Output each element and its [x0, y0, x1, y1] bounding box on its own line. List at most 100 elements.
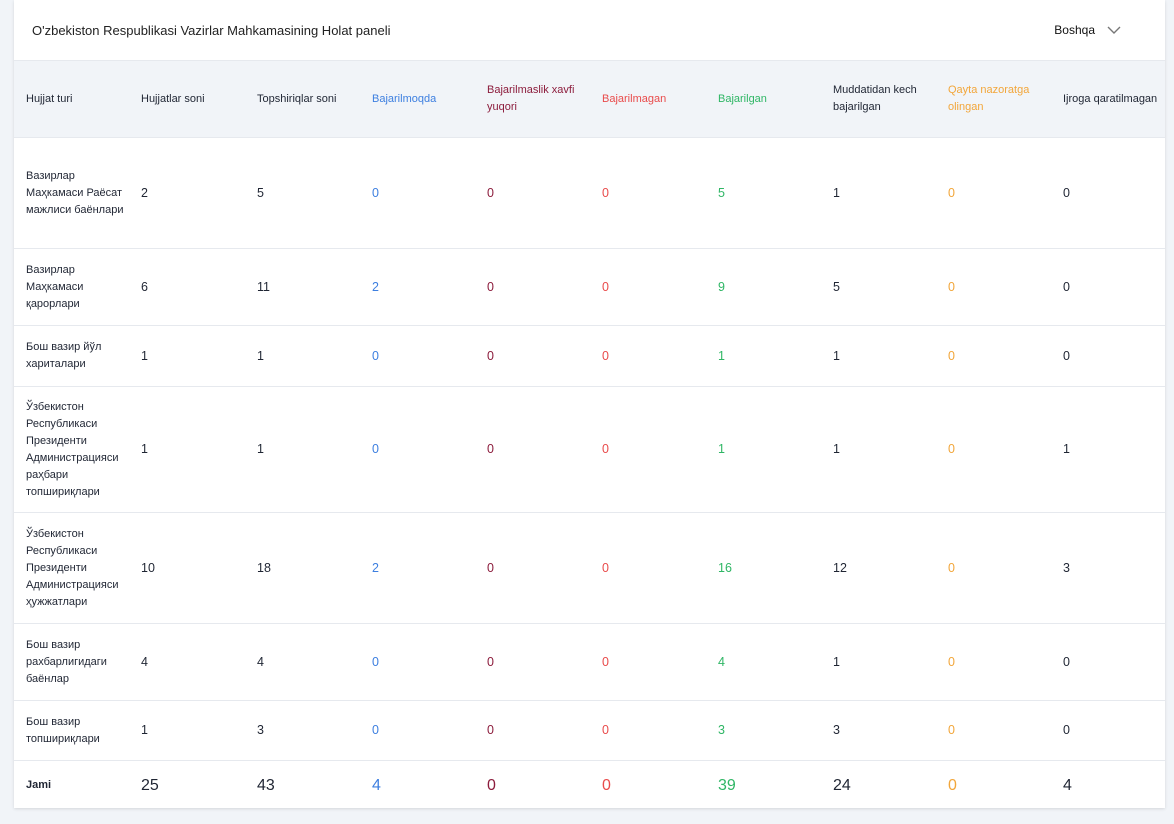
value-cell: 0 — [936, 325, 1051, 387]
value-cell: 4 — [129, 623, 245, 701]
document-type-cell: Ўзбекистон Республикаси Президенти Админ… — [14, 512, 129, 624]
document-type-cell: Вазирлар Маҳкамаси Раёсат мажлиси баёнла… — [14, 137, 129, 249]
document-type-cell: Бош вазир рахбарлигидаги баёнлар — [14, 623, 129, 701]
value-cell: 5 — [821, 248, 936, 326]
value-cell: 11 — [245, 248, 360, 326]
dashboard-card: O'zbekiston Respublikasi Vazirlar Mahkam… — [14, 0, 1165, 810]
value-cell: 0 — [590, 512, 706, 624]
value-cell: 0 — [475, 325, 590, 387]
value-cell: 0 — [1051, 325, 1165, 387]
value-cell: 4 — [360, 760, 475, 810]
total-row[interactable]: Jami 25 43 4 0 0 39 24 0 4 — [14, 760, 1165, 810]
column-header[interactable]: Muddatidan kech bajarilgan — [821, 61, 936, 138]
value-cell: 4 — [706, 623, 821, 701]
chevron-down-icon — [1107, 26, 1121, 34]
value-cell: 3 — [706, 700, 821, 761]
table-header-row: Hujjat turi Hujjatlar soni Topshiriqlar so… — [14, 61, 1165, 138]
table-row[interactable]: Вазирлар Маҳкамаси қарорлари 6 11 2 0 0 9 5 0 0 — [14, 248, 1165, 326]
table-row[interactable]: Бош вазир йўл хариталари 1 1 0 0 0 1 1 0 0 — [14, 325, 1165, 387]
value-cell: 1 — [821, 325, 936, 387]
value-cell: 0 — [936, 623, 1051, 701]
value-cell: 0 — [590, 386, 706, 513]
table-row[interactable]: Ўзбекистон Республикаси Президенти Админ… — [14, 386, 1165, 513]
value-cell: 0 — [360, 623, 475, 701]
value-cell: 16 — [706, 512, 821, 624]
column-header[interactable]: Bajarilgan — [706, 61, 821, 138]
card-header: O'zbekiston Respublikasi Vazirlar Mahkam… — [14, 0, 1165, 61]
value-cell: 0 — [475, 248, 590, 326]
value-cell: 0 — [936, 700, 1051, 761]
table-row[interactable]: Ўзбекистон Республикаси Президенти Админ… — [14, 512, 1165, 624]
column-header[interactable]: Hujjatlar soni — [129, 61, 245, 138]
value-cell: 0 — [475, 137, 590, 249]
column-header[interactable]: Ijroga qaratilmagan — [1051, 61, 1165, 138]
value-cell: 0 — [936, 386, 1051, 513]
value-cell: 0 — [590, 248, 706, 326]
value-cell: 1 — [245, 325, 360, 387]
column-header[interactable]: Bajarilmagan — [590, 61, 706, 138]
value-cell: 1 — [706, 386, 821, 513]
value-cell: 0 — [475, 623, 590, 701]
document-type-cell: Ўзбекистон Республикаси Президенти Админ… — [14, 386, 129, 513]
document-type-cell: Jami — [14, 760, 129, 810]
value-cell: 39 — [706, 760, 821, 810]
value-cell: 10 — [129, 512, 245, 624]
value-cell: 0 — [590, 137, 706, 249]
value-cell: 2 — [129, 137, 245, 249]
column-header[interactable]: Hujjat turi — [14, 61, 129, 138]
value-cell: 0 — [936, 248, 1051, 326]
value-cell: 1 — [821, 623, 936, 701]
value-cell: 0 — [360, 700, 475, 761]
value-cell: 5 — [706, 137, 821, 249]
value-cell: 43 — [245, 760, 360, 810]
more-dropdown[interactable]: Boshqa — [1054, 23, 1121, 37]
value-cell: 0 — [360, 386, 475, 513]
value-cell: 1 — [245, 386, 360, 513]
column-header[interactable]: Qayta nazoratga olingan — [936, 61, 1051, 138]
value-cell: 4 — [245, 623, 360, 701]
document-type-cell: Вазирлар Маҳкамаси қарорлари — [14, 248, 129, 326]
value-cell: 5 — [245, 137, 360, 249]
value-cell: 1 — [821, 137, 936, 249]
value-cell: 0 — [936, 137, 1051, 249]
value-cell: 12 — [821, 512, 936, 624]
value-cell: 0 — [1051, 248, 1165, 326]
value-cell: 1 — [129, 386, 245, 513]
value-cell: 0 — [590, 325, 706, 387]
value-cell: 2 — [360, 248, 475, 326]
status-table: Hujjat turi Hujjatlar soni Topshiriqlar so… — [14, 61, 1165, 810]
value-cell: 0 — [1051, 623, 1165, 701]
value-cell: 0 — [1051, 700, 1165, 761]
value-cell: 0 — [475, 700, 590, 761]
table-row[interactable]: Вазирлар Маҳкамаси Раёсат мажлиси баёнла… — [14, 137, 1165, 249]
value-cell: 25 — [129, 760, 245, 810]
value-cell: 1 — [706, 325, 821, 387]
value-cell: 0 — [475, 386, 590, 513]
value-cell: 0 — [475, 512, 590, 624]
value-cell: 1 — [821, 386, 936, 513]
value-cell: 0 — [1051, 137, 1165, 249]
value-cell: 2 — [360, 512, 475, 624]
more-label: Boshqa — [1054, 23, 1095, 37]
document-type-cell: Бош вазир топшириқлари — [14, 700, 129, 761]
table-row[interactable]: Бош вазир рахбарлигидаги баёнлар 4 4 0 0 0 4 1 0… — [14, 623, 1165, 701]
value-cell: 0 — [360, 325, 475, 387]
column-header[interactable]: Bajarilmaslik xavfi yuqori — [475, 61, 590, 138]
value-cell: 3 — [1051, 512, 1165, 624]
column-header[interactable]: Bajarilmoqda — [360, 61, 475, 138]
value-cell: 0 — [590, 700, 706, 761]
value-cell: 0 — [360, 137, 475, 249]
value-cell: 3 — [245, 700, 360, 761]
value-cell: 6 — [129, 248, 245, 326]
value-cell: 0 — [590, 623, 706, 701]
value-cell: 9 — [706, 248, 821, 326]
value-cell: 0 — [936, 512, 1051, 624]
table-row[interactable]: Бош вазир топшириқлари 1 3 0 0 0 3 3 0 0 — [14, 700, 1165, 761]
value-cell: 0 — [475, 760, 590, 810]
value-cell: 18 — [245, 512, 360, 624]
value-cell: 1 — [129, 700, 245, 761]
document-type-cell: Бош вазир йўл хариталари — [14, 325, 129, 387]
column-header[interactable]: Topshiriqlar soni — [245, 61, 360, 138]
value-cell: 0 — [590, 760, 706, 810]
page-title: O'zbekiston Respublikasi Vazirlar Mahkam… — [32, 22, 391, 38]
